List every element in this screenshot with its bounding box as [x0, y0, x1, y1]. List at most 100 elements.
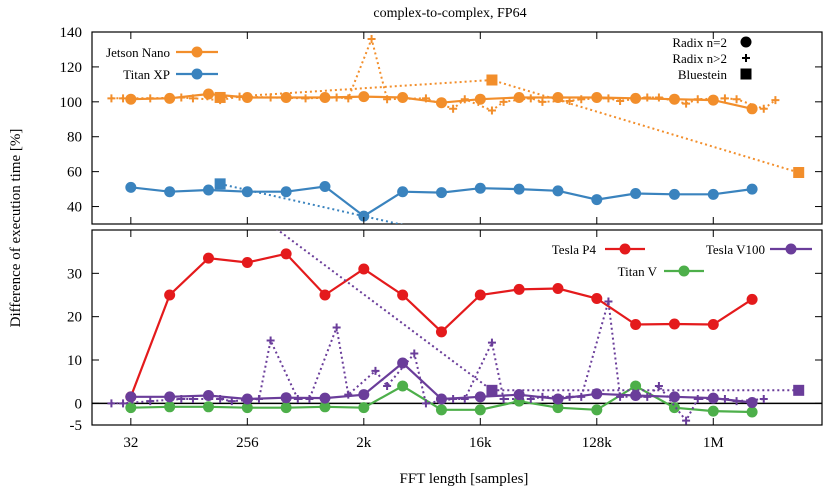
- radix-gt2-point: [565, 96, 574, 105]
- radix2-point: [707, 318, 719, 330]
- radix-gt2-point: [383, 95, 392, 104]
- radix-gt2-point: [367, 34, 376, 43]
- radix2-point: [202, 390, 214, 402]
- radix2-point: [474, 289, 486, 301]
- radix-gt2-point: [344, 94, 353, 103]
- radix-gt2-point: [146, 94, 155, 103]
- series-tesla-v100: [107, 230, 805, 425]
- radix2-point: [125, 93, 137, 105]
- legend-label: Tesla P4: [552, 242, 597, 257]
- radix-gt2-point: [449, 395, 458, 403]
- radix2-point: [164, 289, 176, 301]
- radix2-point: [746, 103, 758, 115]
- radix-gt2-point: [720, 94, 729, 103]
- radix2-point: [668, 188, 680, 200]
- radix2-point: [319, 91, 331, 103]
- radix2-point: [668, 402, 680, 414]
- radix2-point: [241, 186, 253, 198]
- radix2-point: [552, 402, 564, 414]
- radix2-point: [319, 401, 331, 413]
- radix2-point: [125, 402, 137, 414]
- radix-gt2-point: [119, 399, 128, 408]
- radix-gt2-point: [759, 104, 768, 113]
- y-tick-label: 10: [67, 353, 82, 369]
- bluestein-line: [220, 78, 799, 174]
- radix-gt2-point: [188, 94, 197, 103]
- radix-gt2-point: [216, 395, 225, 403]
- radix-gt2-point: [254, 395, 263, 403]
- radix-gt2-point: [344, 390, 353, 399]
- radix-gt2-point: [293, 395, 302, 403]
- legend-marker: [678, 265, 690, 277]
- radix2-point: [358, 389, 370, 401]
- radix-gt2-point: [421, 399, 430, 408]
- radix2-point: [668, 93, 680, 105]
- radix-gt2-point: [526, 395, 535, 403]
- radix2-point: [435, 326, 447, 338]
- radix2-point: [358, 91, 370, 103]
- radix2-point: [164, 186, 176, 198]
- radix2-point: [474, 182, 486, 194]
- radix2-point: [125, 391, 137, 403]
- radix-gt2-point: [693, 95, 702, 104]
- radix2-point: [202, 252, 214, 264]
- radix2-line: [129, 252, 753, 398]
- bluestein-point: [793, 167, 805, 179]
- radix-gt2-point: [526, 94, 535, 103]
- legend-marker-label: Bluestein: [678, 67, 728, 82]
- radix2-point: [164, 401, 176, 413]
- legend-label: Tesla V100: [706, 242, 765, 257]
- radix-gt2-point: [410, 349, 419, 358]
- radix-gt2-point: [177, 93, 186, 102]
- legend-marker-plus: [742, 54, 750, 62]
- radix2-point: [746, 293, 758, 305]
- y-tick-label: 20: [67, 310, 82, 326]
- radix2-point: [474, 404, 486, 416]
- radix2-point: [746, 396, 758, 408]
- legend-marker-square: [740, 68, 752, 80]
- radix2-point: [474, 93, 486, 105]
- radix2-point: [280, 402, 292, 414]
- radix2-point: [707, 188, 719, 200]
- radix-gt2-point: [499, 395, 508, 403]
- radix2-point: [241, 257, 253, 268]
- radix2-point: [668, 391, 680, 403]
- x-tick-label: 128k: [582, 435, 613, 451]
- radix2-point: [513, 389, 525, 401]
- x-tick-label: 16k: [469, 435, 492, 451]
- radix2-point: [164, 391, 176, 403]
- radix-gt2-point: [682, 99, 691, 108]
- radix2-point: [630, 380, 642, 392]
- bluestein-point: [486, 384, 498, 396]
- radix2-point: [397, 91, 409, 103]
- radix-gt2-point: [305, 395, 314, 403]
- radix-gt2-point: [449, 104, 458, 113]
- radix2-point: [707, 94, 719, 106]
- radix2-point: [397, 186, 409, 198]
- radix-gt2-point: [654, 382, 663, 390]
- radix2-point: [552, 283, 564, 294]
- radix2-point: [435, 393, 447, 405]
- legend-label: Jetson Nano: [106, 45, 170, 60]
- radix2-point: [280, 186, 292, 198]
- chart-title: complex-to-complex, FP64: [373, 6, 526, 21]
- bluestein-point: [486, 239, 497, 250]
- radix2-point: [630, 390, 642, 402]
- radix-gt2-point: [107, 399, 116, 408]
- radix2-point: [435, 187, 447, 199]
- legend-marker: [785, 243, 797, 255]
- radix-gt2-point: [616, 96, 625, 105]
- radix-gt2-point: [759, 395, 768, 403]
- radix2-point: [280, 91, 292, 103]
- radix2-point: [474, 391, 486, 403]
- radix2-point: [202, 401, 214, 413]
- radix2-point: [358, 263, 370, 275]
- radix-gt2-point: [332, 323, 341, 332]
- radix2-point: [319, 180, 331, 192]
- radix2-point: [241, 91, 253, 103]
- y-axis-title: Difference of execution time [%]: [8, 129, 24, 328]
- radix2-point: [397, 380, 409, 392]
- series-titan-v: [125, 380, 758, 418]
- radix-gt2-point: [301, 94, 310, 103]
- panel-frame-top: [91, 31, 823, 225]
